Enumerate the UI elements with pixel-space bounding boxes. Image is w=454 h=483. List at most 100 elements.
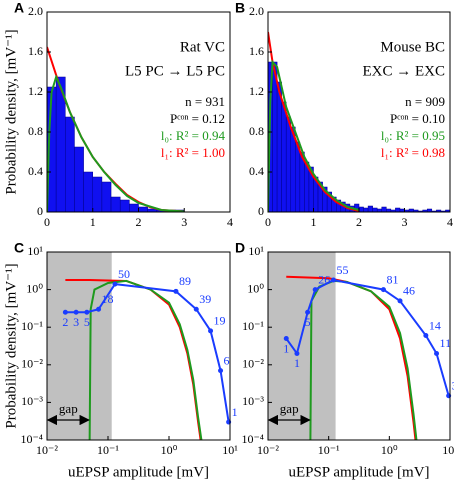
bar [445,209,450,212]
x-tick-label: 10⁻¹ [318,443,340,457]
annotation: n = 931 [185,94,225,109]
x-tick-label: 4 [447,215,453,229]
point-label: 18 [102,292,114,306]
panel: B 0 1 2 3 4 0 0.4 0.8 1.2 1.6 2.0 Mouse BC EXC → EXC n… [235,0,453,229]
data-point [73,309,79,315]
bar [101,181,112,212]
point-label: 5 [305,315,311,329]
data-point [193,306,199,312]
data-point [397,298,403,304]
bar [129,203,139,212]
data-point [62,309,68,315]
axes-frame [46,251,231,441]
bar [395,207,401,212]
bar [119,199,130,212]
bar [381,206,387,212]
point-label: 1 [232,405,238,419]
annotation: Pᶜᵒⁿ = 0.10 [390,111,445,126]
point-label: 46 [403,284,415,298]
point-label: 19 [214,314,226,328]
y-tick-label: 10⁻² [21,357,43,371]
y-tick-label: 2.0 [249,4,264,18]
y-tick-label: 10⁰ [247,281,264,295]
y-tick-label: 0.8 [28,124,43,138]
bar [110,196,121,212]
data-point [96,306,102,312]
data-point [208,328,214,334]
point-label: 2 [62,315,68,329]
shaded-region [268,252,336,440]
data-point [283,336,289,342]
x-axis-label: uEPSP amplitude [mV] [288,464,429,480]
y-tick-label: 10⁻³ [21,394,43,408]
point-label: 55 [336,263,348,277]
x-axis-label: uEPSP amplitude [mV] [68,464,209,480]
bar [367,205,373,212]
annotation: Pᶜᵒⁿ = 0.12 [170,111,225,126]
bar [92,176,103,212]
data-point [294,350,300,356]
y-tick-label: 10⁻¹ [242,319,264,333]
y-axis-label: Probability density, [mV⁻¹] [3,29,19,194]
y-tick-label: 0.4 [249,164,264,178]
bar [295,141,301,212]
x-tick-label: 0 [44,215,50,229]
point-label: 50 [118,267,130,281]
y-tick-label: 0 [258,204,264,218]
y-tick-label: 10⁻³ [242,394,264,408]
bar [285,116,292,212]
y-tick-label: 10¹ [27,244,43,258]
data-line [88,279,203,440]
x-tick-label: 1 [311,215,317,229]
data-point [84,309,90,315]
point-label: 11 [440,336,452,350]
plot-area [268,31,450,212]
annotation: l₀: R² = 0.94 [161,128,226,143]
y-tick-label: 0.8 [249,124,264,138]
point-label: 14 [429,318,441,332]
x-tick-label: 1 [90,215,96,229]
data-point [218,368,224,374]
panel-letter: D [235,240,245,256]
x-tick-label: 10⁰ [381,443,398,457]
bar [358,206,364,212]
bar [74,146,84,212]
x-tick-label: 10⁻² [36,443,58,457]
panel: D115265581461411310⁻²10⁻¹10⁰10¹10⁻⁴10⁻³1… [235,240,454,481]
x-tick-label: 10¹ [442,443,454,457]
data-point [434,350,440,356]
y-tick-label: 10¹ [248,244,264,258]
axes-frame [267,251,451,441]
plot-area [47,252,230,440]
point-label: 3 [73,315,79,329]
point-label: 6 [224,353,230,367]
x-tick-label: 2 [356,215,362,229]
annotation: l₁: R² = 0.98 [381,145,445,160]
point-label: 3 [452,379,454,393]
bar [138,206,148,212]
data-point [173,288,179,294]
x-tick-label: 4 [227,215,233,229]
point-label: 1 [283,341,289,355]
point-label: 26 [318,272,330,286]
data-line [47,74,185,212]
bar [363,207,369,212]
bar [281,101,287,212]
data-line [268,59,360,212]
x-tick-label: 10⁻² [257,443,279,457]
data-point [112,281,118,287]
data-point [305,309,311,315]
y-tick-label: 10⁰ [26,281,43,295]
annotation: l₁: R² = 1.00 [161,145,225,160]
panel-letter: B [235,0,245,16]
bar [276,81,282,212]
y-tick-label: 2.0 [28,4,43,18]
x-tick-label: 3 [402,215,408,229]
annotation: L5 PC → L5 PC [125,63,225,79]
x-tick-label: 0 [265,215,271,229]
data-point [423,333,429,339]
y-tick-label: 1.2 [28,84,43,98]
